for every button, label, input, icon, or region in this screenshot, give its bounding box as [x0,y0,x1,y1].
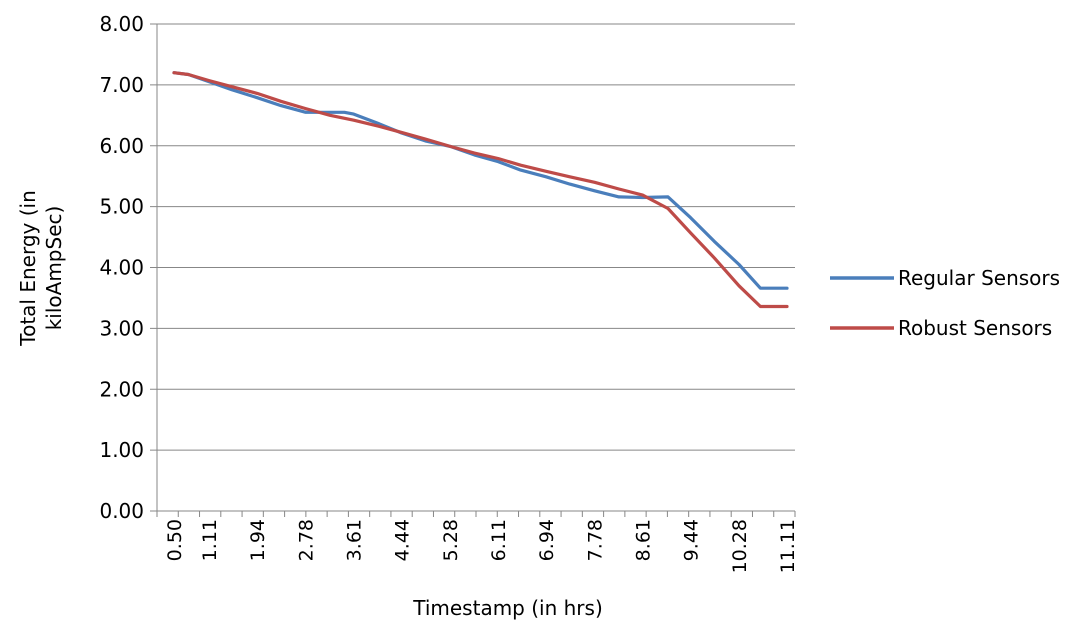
legend: Regular Sensors Robust Sensors [830,266,1060,340]
x-tick-label: 8.61 [633,519,655,561]
x-tick-label: 5.28 [440,519,462,561]
x-tick-label: 1.11 [199,519,221,561]
legend-label-robust-sensors: Robust Sensors [898,316,1052,340]
x-tick-label: 6.94 [536,519,558,561]
x-tick-label: 2.78 [296,519,318,561]
y-axis-title: Total Energy (in kiloAmpSec) [16,190,66,346]
x-tick-label: 11.11 [777,519,799,573]
y-tick-label: 1.00 [99,438,144,462]
x-tick-label: 0.50 [164,519,186,561]
series-lines [174,73,787,307]
legend-item-robust-sensors: Robust Sensors [830,316,1052,340]
x-tick-label: 3.61 [344,519,366,561]
y-tick-label: 5.00 [99,195,144,219]
x-tick-label: 1.94 [247,519,269,561]
legend-label-regular-sensors: Regular Sensors [898,266,1060,290]
y-axis-title-line-1: Total Energy (in [16,190,40,346]
x-tick-label: 4.44 [392,519,414,561]
y-tick-label: 2.00 [99,377,144,401]
gridlines [150,24,795,511]
y-axis-title-line-2: kiloAmpSec) [42,206,66,331]
x-tick-label: 6.11 [488,519,510,561]
x-tick-label: 10.28 [729,519,751,573]
y-tick-label: 7.00 [99,73,144,97]
series-line-regular-sensors [174,73,787,289]
series-line-robust-sensors [174,73,787,307]
x-tick-label: 9.44 [681,519,703,561]
x-tick-labels: 0.50 1.11 1.94 2.78 3.61 4.44 5.28 6.11 6.94 7.78… [164,519,799,573]
x-tick-label: 7.78 [585,519,607,561]
y-tick-label: 4.00 [99,256,144,280]
y-tick-label: 3.00 [99,316,144,340]
y-tick-labels: 0.00 1.00 2.00 3.00 4.00 5.00 6.00 7.00 8.00 [99,12,144,523]
x-axis-title: Timestamp (in hrs) [412,596,603,620]
y-tick-label: 8.00 [99,12,144,36]
legend-item-regular-sensors: Regular Sensors [830,266,1060,290]
y-tick-label: 0.00 [99,499,144,523]
y-tick-label: 6.00 [99,134,144,158]
